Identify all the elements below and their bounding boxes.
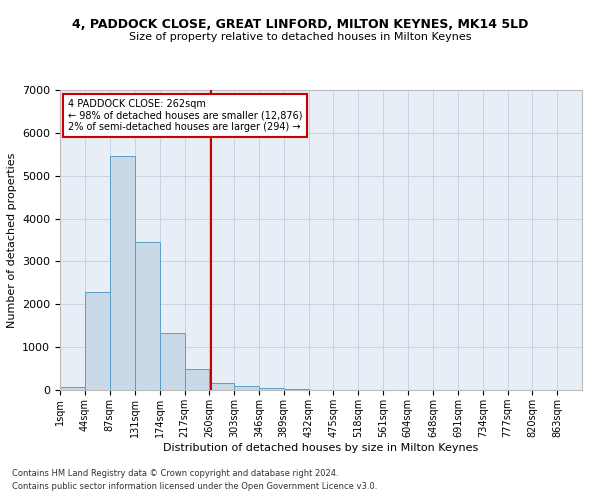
Bar (284, 389, 308, 390)
Bar (185, 370, 209, 390)
Text: Contains HM Land Registry data © Crown copyright and database right 2024.: Contains HM Land Registry data © Crown c… (12, 468, 338, 477)
Text: 4 PADDOCK CLOSE: 262sqm
← 98% of detached houses are smaller (12,876)
2% of semi: 4 PADDOCK CLOSE: 262sqm ← 98% of detache… (68, 99, 302, 132)
Bar (110, 156, 135, 390)
Bar (60, 386, 85, 390)
Bar (135, 242, 160, 390)
Bar (209, 383, 234, 390)
Text: 4, PADDOCK CLOSE, GREAT LINFORD, MILTON KEYNES, MK14 5LD: 4, PADDOCK CLOSE, GREAT LINFORD, MILTON … (72, 18, 528, 30)
Text: Contains public sector information licensed under the Open Government Licence v3: Contains public sector information licen… (12, 482, 377, 491)
X-axis label: Distribution of detached houses by size in Milton Keynes: Distribution of detached houses by size … (163, 442, 479, 452)
Bar (259, 388, 284, 390)
Bar (85, 292, 110, 390)
Bar (160, 333, 185, 390)
Y-axis label: Number of detached properties: Number of detached properties (7, 152, 17, 328)
Bar (234, 386, 259, 390)
Text: Size of property relative to detached houses in Milton Keynes: Size of property relative to detached ho… (129, 32, 471, 42)
